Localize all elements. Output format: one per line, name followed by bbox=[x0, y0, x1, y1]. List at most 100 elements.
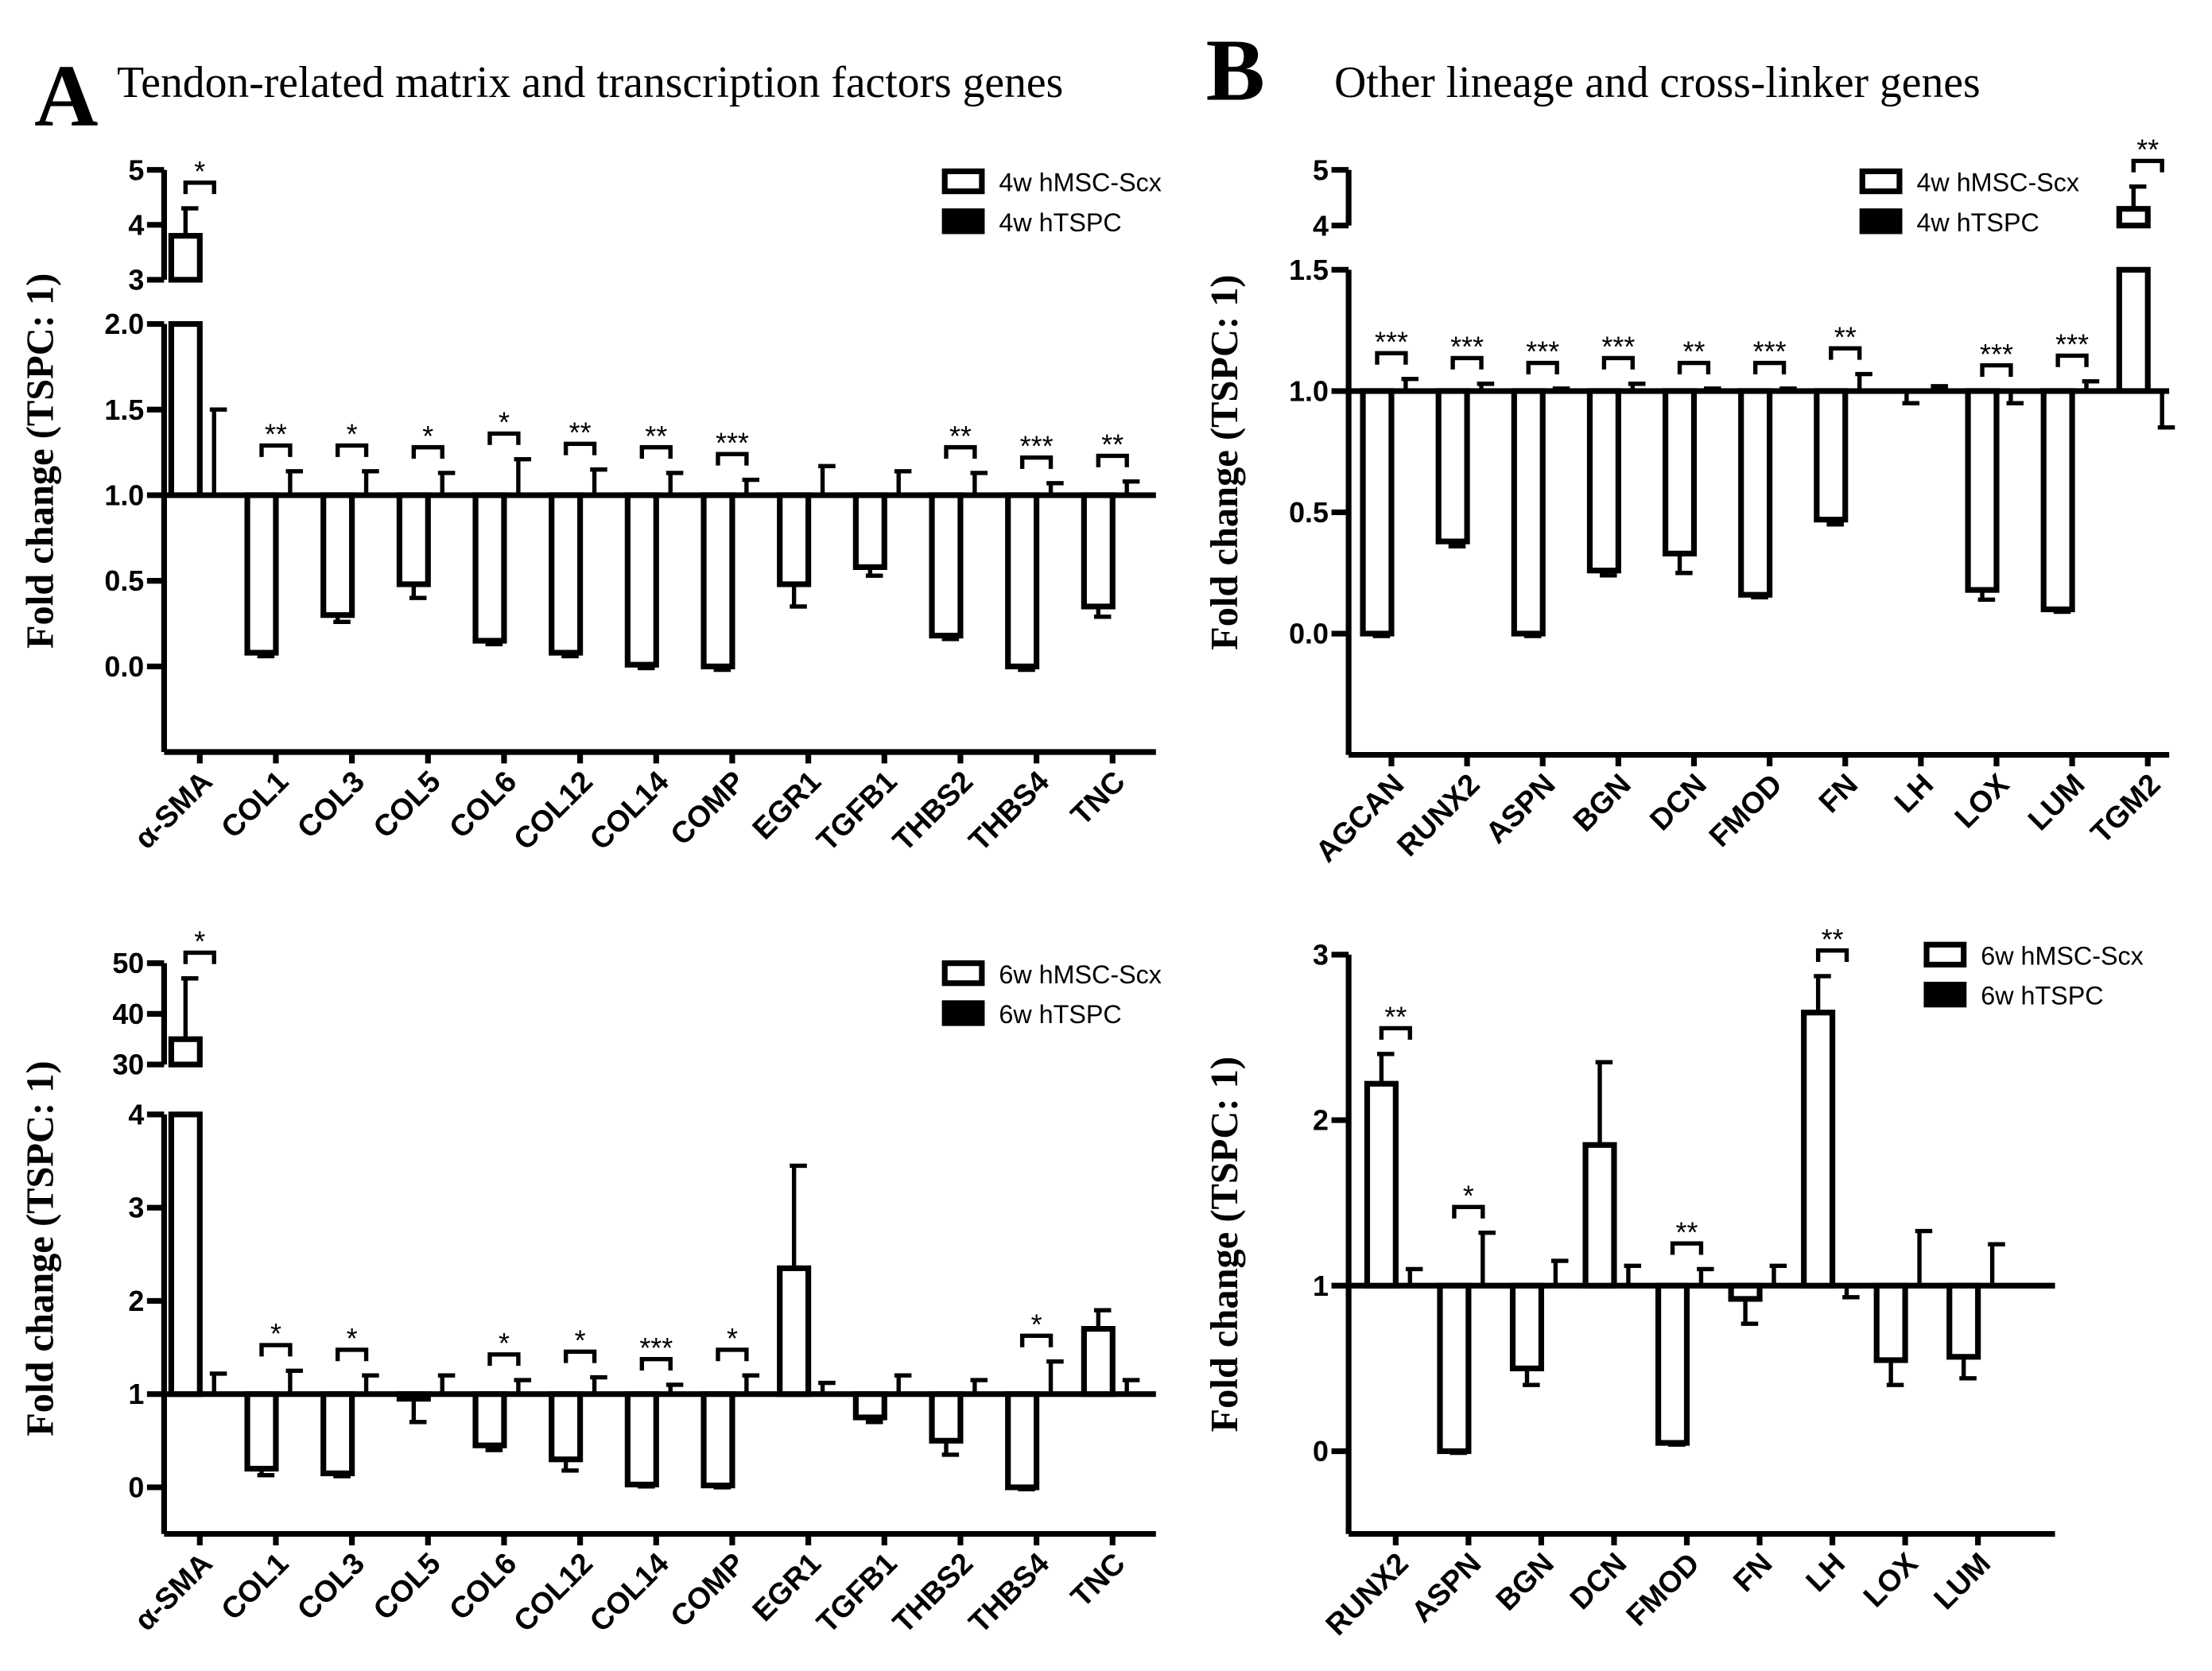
x-tick-label: THBS2 bbox=[886, 764, 979, 857]
bar bbox=[168, 1111, 203, 1398]
significance-label: * bbox=[1031, 1309, 1042, 1341]
bar bbox=[1873, 1282, 1908, 1363]
bar bbox=[244, 1391, 279, 1472]
x-tick-label: α-SMA bbox=[128, 764, 219, 855]
bar bbox=[1081, 492, 1116, 610]
x-tick-label: TNC bbox=[1064, 764, 1131, 831]
significance-label: * bbox=[499, 1328, 510, 1359]
y-tick-label: 40 bbox=[112, 998, 144, 1030]
y-tick-label: 3 bbox=[1313, 939, 1329, 971]
significance-bracket bbox=[639, 444, 673, 459]
legend-swatch bbox=[941, 208, 985, 235]
significance-label: * bbox=[194, 926, 205, 958]
significance-label: *** bbox=[1601, 331, 1635, 363]
significance-label: ** bbox=[949, 421, 972, 452]
x-tick-label: FN bbox=[1812, 767, 1864, 819]
legend-label: 6w hMSC-Scx bbox=[999, 960, 1162, 989]
x-tick-label: COMP bbox=[664, 764, 751, 851]
significance-label: *** bbox=[1526, 336, 1559, 368]
bar bbox=[549, 1391, 584, 1463]
legend-label: 6w hTSPC bbox=[999, 1000, 1121, 1029]
bar bbox=[1586, 388, 1621, 574]
legend-swatch bbox=[1923, 941, 1967, 968]
y-tick-label: 0 bbox=[128, 1472, 144, 1504]
significance-label: ** bbox=[1676, 1216, 1698, 1248]
y-tick-label: 3 bbox=[128, 1192, 144, 1224]
significance-label: *** bbox=[716, 427, 749, 459]
bar bbox=[1965, 388, 2000, 593]
significance-label: *** bbox=[2055, 329, 2089, 361]
bar bbox=[852, 492, 887, 570]
x-tick-label: FMOD bbox=[1620, 1546, 1706, 1632]
x-tick-label: RUNX2 bbox=[1319, 1546, 1415, 1642]
x-tick-label: BGN bbox=[1566, 767, 1637, 838]
x-tick-label: LUM bbox=[2021, 767, 2090, 836]
y-axis-label: Fold change (TSPC: 1) bbox=[1204, 1056, 1246, 1432]
bar bbox=[624, 1391, 659, 1488]
bar bbox=[320, 492, 355, 618]
x-tick-label: COL1 bbox=[215, 764, 295, 844]
significance-bracket bbox=[259, 443, 293, 457]
legend-swatch bbox=[941, 960, 985, 987]
x-tick-label: COL12 bbox=[507, 764, 600, 856]
bar bbox=[2040, 388, 2075, 613]
x-tick-label: COL1 bbox=[215, 1546, 295, 1626]
y-tick-label: 4 bbox=[128, 209, 144, 241]
significance-label: * bbox=[422, 421, 433, 452]
bar bbox=[1435, 388, 1470, 545]
x-tick-label: ASPN bbox=[1479, 767, 1562, 850]
x-tick-label: LUM bbox=[1927, 1546, 1997, 1615]
bar bbox=[929, 1391, 964, 1444]
x-tick-label: COL3 bbox=[290, 764, 371, 844]
bar bbox=[1946, 1282, 1981, 1360]
bar bbox=[929, 492, 964, 639]
bar bbox=[777, 1265, 812, 1398]
x-tick-label: TGM2 bbox=[2084, 767, 2167, 850]
significance-label: * bbox=[194, 156, 205, 188]
significance-bracket bbox=[1450, 355, 1484, 370]
bar bbox=[777, 492, 812, 587]
y-tick-label: 4 bbox=[1313, 210, 1329, 242]
significance-label: ** bbox=[265, 419, 287, 451]
y-tick-label: 0 bbox=[1313, 1436, 1329, 1467]
y-tick-label: 30 bbox=[112, 1049, 144, 1081]
bar bbox=[1005, 1391, 1040, 1491]
y-tick-label: 5 bbox=[1313, 154, 1329, 186]
y-tick-label: 4 bbox=[128, 1099, 144, 1130]
y-tick-label: 2 bbox=[128, 1285, 144, 1317]
x-tick-label: TNC bbox=[1064, 1546, 1131, 1613]
panel-title: Tendon-related matrix and transcription … bbox=[117, 58, 1063, 107]
bar bbox=[700, 1391, 735, 1489]
significance-bracket bbox=[1829, 346, 1862, 360]
bar bbox=[2116, 206, 2151, 229]
bar bbox=[1582, 1142, 1617, 1289]
bar bbox=[320, 1391, 355, 1476]
y-axis-label: Fold change (TSPC: 1) bbox=[19, 1060, 61, 1436]
x-tick-label: RUNX2 bbox=[1391, 767, 1486, 863]
significance-bracket bbox=[487, 431, 521, 445]
bar bbox=[852, 1391, 887, 1421]
significance-label: * bbox=[347, 1323, 358, 1355]
bar bbox=[549, 492, 584, 656]
significance-bracket bbox=[716, 452, 749, 466]
legend-label: 6w hMSC-Scx bbox=[1981, 941, 2144, 970]
bar bbox=[1360, 388, 1395, 637]
x-tick-label: AGCAN bbox=[1309, 767, 1410, 868]
significance-bracket bbox=[1019, 455, 1054, 469]
bar bbox=[1801, 1010, 1836, 1289]
significance-bracket bbox=[1019, 1333, 1054, 1347]
bar bbox=[1655, 1282, 1690, 1446]
y-axis-label: Fold change (TSPC: 1) bbox=[19, 273, 61, 649]
significance-bracket bbox=[944, 444, 977, 459]
bar bbox=[168, 320, 203, 498]
significance-bracket bbox=[411, 444, 444, 459]
panel-letter: A bbox=[34, 48, 98, 145]
significance-bracket bbox=[183, 180, 216, 195]
x-tick-label: ASPN bbox=[1405, 1546, 1488, 1629]
significance-bracket bbox=[1096, 453, 1129, 467]
significance-label: ** bbox=[1834, 321, 1857, 353]
significance-bracket bbox=[183, 950, 216, 964]
y-tick-label: 1 bbox=[1313, 1270, 1329, 1302]
